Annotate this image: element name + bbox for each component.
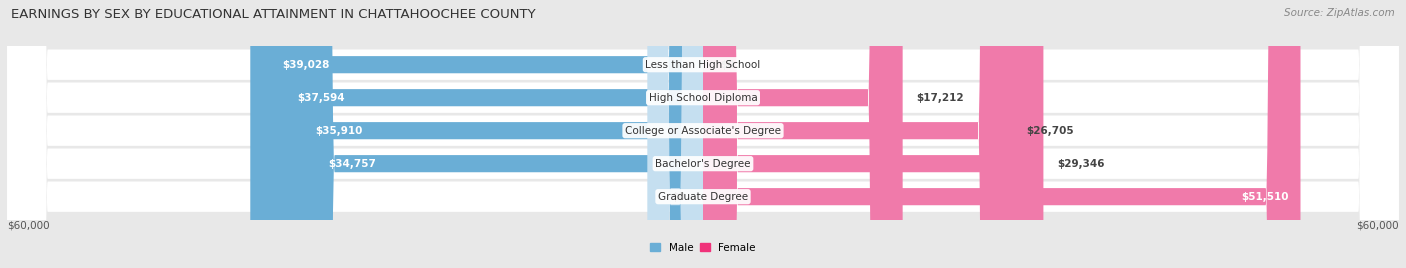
FancyBboxPatch shape: [703, 0, 1043, 268]
Text: $0: $0: [671, 192, 686, 202]
Text: $60,000: $60,000: [7, 220, 49, 230]
Text: $26,705: $26,705: [1026, 126, 1074, 136]
Text: $35,910: $35,910: [315, 126, 363, 136]
Text: EARNINGS BY SEX BY EDUCATIONAL ATTAINMENT IN CHATTAHOOCHEE COUNTY: EARNINGS BY SEX BY EDUCATIONAL ATTAINMEN…: [11, 8, 536, 21]
FancyBboxPatch shape: [7, 0, 1399, 268]
Text: Bachelor's Degree: Bachelor's Degree: [655, 159, 751, 169]
Text: Source: ZipAtlas.com: Source: ZipAtlas.com: [1284, 8, 1395, 18]
FancyBboxPatch shape: [647, 0, 703, 268]
Text: Graduate Degree: Graduate Degree: [658, 192, 748, 202]
Text: $51,510: $51,510: [1241, 192, 1289, 202]
Text: High School Diploma: High School Diploma: [648, 93, 758, 103]
FancyBboxPatch shape: [7, 0, 1399, 268]
Text: $17,212: $17,212: [917, 93, 965, 103]
Text: $0: $0: [720, 60, 735, 70]
FancyBboxPatch shape: [299, 0, 703, 268]
FancyBboxPatch shape: [287, 0, 703, 268]
FancyBboxPatch shape: [703, 0, 1012, 268]
Text: College or Associate's Degree: College or Associate's Degree: [626, 126, 780, 136]
FancyBboxPatch shape: [703, 0, 1301, 268]
Text: $60,000: $60,000: [1357, 220, 1399, 230]
Text: $39,028: $39,028: [283, 60, 329, 70]
Text: $29,346: $29,346: [1057, 159, 1105, 169]
Text: $37,594: $37,594: [298, 93, 344, 103]
Text: Less than High School: Less than High School: [645, 60, 761, 70]
FancyBboxPatch shape: [7, 0, 1399, 268]
FancyBboxPatch shape: [267, 0, 703, 268]
Legend: Male, Female: Male, Female: [650, 243, 756, 253]
Text: $34,757: $34,757: [328, 159, 375, 169]
FancyBboxPatch shape: [250, 0, 703, 268]
FancyBboxPatch shape: [7, 0, 1399, 268]
FancyBboxPatch shape: [703, 0, 903, 268]
FancyBboxPatch shape: [7, 0, 1399, 268]
